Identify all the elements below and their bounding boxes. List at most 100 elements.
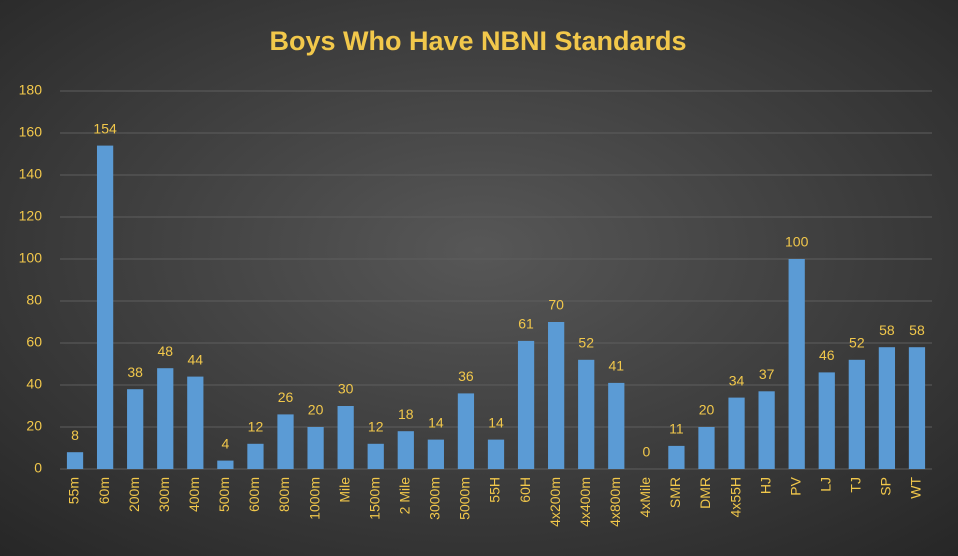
x-tick-label: SP — [878, 477, 894, 496]
bar — [457, 393, 475, 469]
bar — [217, 460, 234, 469]
data-label: 12 — [248, 419, 264, 435]
y-tick-label: 180 — [19, 82, 43, 98]
x-tick-label: 4x400m — [577, 477, 593, 527]
bar — [427, 439, 444, 469]
y-tick-label: 40 — [26, 376, 42, 392]
bar — [848, 359, 865, 469]
bar — [277, 414, 294, 469]
bar — [247, 443, 264, 469]
data-label: 34 — [729, 372, 745, 388]
x-tick-label: 400m — [186, 477, 202, 512]
x-tick-label: LJ — [817, 477, 833, 492]
x-tick-label: 5000m — [457, 477, 473, 520]
bar — [668, 445, 685, 469]
data-label: 46 — [819, 347, 835, 363]
x-tick-label: SMR — [667, 477, 683, 508]
bar — [878, 347, 896, 469]
bar — [157, 368, 174, 469]
bar — [487, 439, 505, 469]
x-tick-label: 4x800m — [607, 477, 623, 527]
data-label: 48 — [157, 343, 173, 359]
x-tick-label: HJ — [757, 477, 773, 494]
data-label: 38 — [127, 364, 143, 380]
x-tick-label: 1500m — [366, 477, 382, 520]
x-tick-label: 4x200m — [547, 477, 563, 527]
data-label: 41 — [608, 358, 624, 374]
y-tick-label: 160 — [19, 124, 43, 140]
bar — [367, 443, 384, 469]
chart-title: Boys Who Have NBNI Standards — [269, 26, 686, 56]
bar — [397, 431, 414, 469]
x-tick-label: 4x55H — [727, 477, 743, 517]
x-tick-label: 1000m — [306, 477, 322, 520]
data-label: 0 — [642, 444, 650, 460]
bar — [187, 376, 204, 469]
x-tick-label: Mile — [336, 477, 352, 503]
x-tick-label: DMR — [697, 477, 713, 509]
bar — [908, 347, 926, 469]
bar — [788, 259, 805, 469]
data-label: 154 — [93, 120, 117, 136]
bar — [548, 322, 565, 469]
data-label: 44 — [188, 351, 204, 367]
x-tick-label: 55H — [487, 477, 503, 503]
data-label: 30 — [338, 381, 354, 397]
data-label: 58 — [909, 322, 925, 338]
data-label: 61 — [518, 316, 534, 332]
data-label: 12 — [368, 419, 384, 435]
data-label: 4 — [221, 435, 229, 451]
x-tick-label: 60m — [96, 477, 112, 504]
bar — [758, 391, 775, 469]
bar — [698, 427, 715, 469]
y-tick-label: 100 — [19, 250, 43, 266]
data-label: 8 — [71, 427, 79, 443]
x-tick-label: 500m — [216, 477, 232, 512]
data-label: 18 — [398, 406, 414, 422]
bar — [608, 382, 625, 469]
bar — [337, 406, 354, 469]
data-label: 58 — [879, 322, 895, 338]
data-label: 14 — [488, 414, 504, 430]
bar — [818, 372, 835, 469]
x-tick-label: PV — [787, 476, 803, 495]
bar — [307, 427, 324, 469]
y-tick-label: 80 — [26, 292, 42, 308]
bar — [127, 389, 144, 469]
data-label: 100 — [785, 234, 809, 250]
x-tick-label: 200m — [126, 477, 142, 512]
y-tick-label: 60 — [26, 334, 42, 350]
x-tick-label: 4xMile — [637, 477, 653, 518]
x-tick-label: 60H — [517, 477, 533, 503]
x-tick-label: 300m — [156, 477, 172, 512]
x-tick-label: 800m — [276, 477, 292, 512]
x-tick-label: WT — [908, 477, 924, 499]
x-tick-label: TJ — [848, 477, 864, 493]
y-tick-label: 20 — [26, 418, 42, 434]
bar — [66, 452, 84, 469]
data-label: 70 — [548, 297, 564, 313]
data-label: 20 — [699, 402, 715, 418]
bar — [517, 340, 535, 469]
data-label: 20 — [308, 402, 324, 418]
y-tick-label: 120 — [19, 208, 43, 224]
data-label: 11 — [669, 421, 684, 437]
x-tick-label: 2 Mile — [396, 477, 412, 515]
y-tick-label: 140 — [19, 166, 43, 182]
bar — [96, 145, 114, 469]
y-tick-label: 0 — [34, 460, 42, 476]
data-label: 26 — [278, 389, 294, 405]
data-label: 52 — [578, 335, 594, 351]
data-label: 37 — [759, 366, 775, 382]
x-tick-label: 600m — [246, 477, 262, 512]
bar — [728, 397, 745, 469]
x-tick-label: 55m — [66, 477, 82, 504]
data-label: 36 — [458, 368, 474, 384]
x-tick-label: 3000m — [427, 477, 443, 520]
data-label: 14 — [428, 414, 444, 430]
bar — [578, 359, 595, 469]
data-label: 52 — [849, 335, 865, 351]
